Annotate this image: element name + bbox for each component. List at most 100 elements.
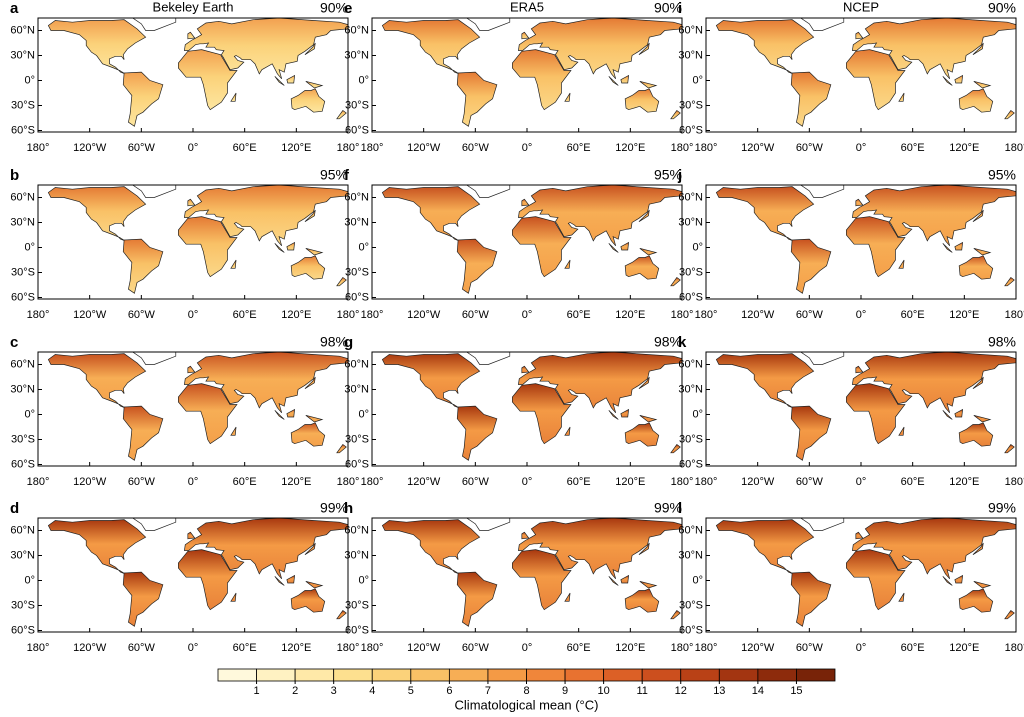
land [973, 580, 992, 589]
percentile-label: 90% [654, 0, 682, 16]
land [381, 186, 481, 242]
lat-label: 30°S [679, 99, 703, 111]
map [381, 18, 682, 127]
lat-label: 60°S [11, 291, 35, 303]
lon-label: 120°W [73, 476, 107, 488]
land [512, 216, 572, 278]
land [972, 42, 984, 55]
colorbar-tick-label: 15 [790, 685, 802, 697]
land [624, 588, 660, 613]
lon-label: 120°W [741, 309, 775, 321]
lon-label: 0° [522, 476, 533, 488]
lat-label: 30°N [678, 383, 703, 395]
land [851, 518, 1016, 580]
land [790, 71, 832, 127]
land [304, 376, 316, 389]
land [274, 410, 285, 420]
land [898, 259, 905, 269]
land [187, 198, 196, 207]
lat-label: 0° [358, 241, 369, 253]
panel-letter: d [10, 500, 19, 517]
lon-label: 60°E [233, 476, 257, 488]
land [290, 255, 326, 280]
land [564, 92, 571, 102]
lon-label: 120°E [949, 309, 979, 321]
land [187, 31, 196, 40]
colorbar-box [487, 668, 527, 682]
land [846, 49, 906, 111]
land [183, 518, 348, 580]
map [715, 352, 1016, 461]
land [274, 76, 285, 86]
land [620, 574, 630, 584]
percentile-label: 98% [988, 334, 1016, 350]
lat-label: 30°S [679, 266, 703, 278]
land [715, 353, 815, 409]
land [183, 18, 348, 80]
land [639, 80, 658, 89]
land [305, 80, 324, 89]
land [855, 365, 864, 374]
colorbar-tick-label: 4 [369, 685, 375, 697]
lon-label: 0° [188, 476, 199, 488]
land [958, 255, 994, 280]
lon-label: 0° [188, 309, 199, 321]
lon-label: 180° [361, 309, 384, 321]
panel-letter: a [10, 0, 19, 17]
lon-label: 120°W [741, 476, 775, 488]
lat-label: 0° [358, 408, 369, 420]
colorbar-tick-label: 3 [331, 685, 337, 697]
land [620, 408, 630, 418]
lon-label: 180° [337, 142, 360, 154]
lat-label: 0° [358, 74, 369, 86]
lat-label: 30°N [10, 216, 35, 228]
colorbar-title: Climatological mean (°C) [455, 697, 599, 712]
lat-label: 60°N [10, 24, 35, 36]
lon-label: 120°E [281, 309, 311, 321]
lat-label: 60°S [679, 124, 703, 136]
lat-label: 60°S [11, 458, 35, 470]
land [639, 580, 658, 589]
lat-label: 60°N [678, 24, 703, 36]
lon-label: 120°W [73, 142, 107, 154]
land [274, 576, 285, 586]
lon-label: 0° [522, 309, 533, 321]
lon-label: 60°W [128, 476, 156, 488]
map [715, 518, 1016, 627]
land [855, 198, 864, 207]
land [973, 247, 992, 256]
lon-label: 180° [1005, 642, 1024, 654]
lon-label: 180° [1005, 309, 1024, 321]
lon-label: 0° [856, 476, 867, 488]
lon-label: 120°W [407, 142, 441, 154]
lon-label: 0° [522, 142, 533, 154]
land [973, 80, 992, 89]
lat-label: 60°N [344, 358, 369, 370]
lat-label: 60°N [678, 191, 703, 203]
land [898, 426, 905, 436]
percentile-label: 99% [988, 500, 1016, 516]
land-nodata [466, 18, 511, 31]
colorbar-box [564, 668, 605, 682]
land [178, 383, 238, 445]
land [942, 243, 953, 253]
land [564, 426, 571, 436]
land [564, 259, 571, 269]
lat-label: 60°S [11, 624, 35, 636]
land [230, 426, 237, 436]
lon-label: 120°W [73, 309, 107, 321]
land [954, 408, 964, 418]
lon-label: 180° [27, 142, 50, 154]
colorbar-box [603, 668, 643, 682]
land [290, 422, 326, 447]
land [122, 571, 164, 627]
lon-label: 180° [337, 309, 360, 321]
lon-label: 180° [27, 476, 50, 488]
lon-label: 60°E [233, 309, 257, 321]
land [954, 574, 964, 584]
lat-label: 30°N [678, 216, 703, 228]
lat-label: 60°N [678, 524, 703, 536]
lat-label: 0° [24, 408, 35, 420]
land [958, 588, 994, 613]
